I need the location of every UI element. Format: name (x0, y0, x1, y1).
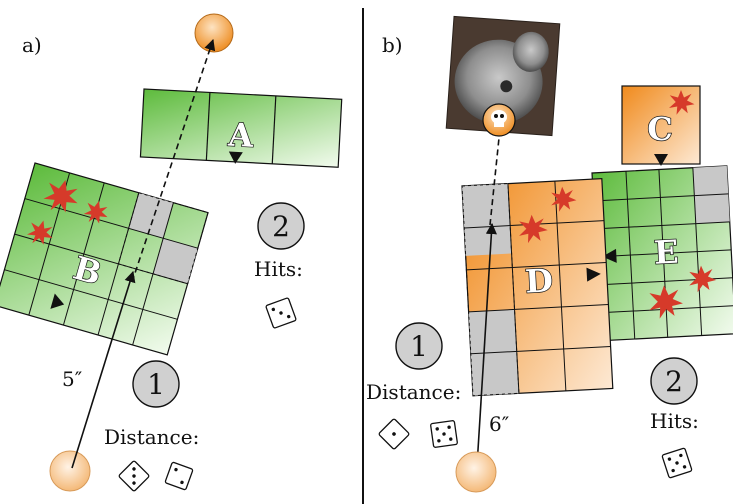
dice-icon (118, 460, 150, 492)
hit-marker-icon (26, 220, 53, 245)
facing-arrow-icon (602, 248, 617, 263)
model-token-icon (455, 451, 497, 493)
facing-arrow-icon (50, 293, 65, 309)
hits-label: Hits: (650, 409, 699, 433)
panel-b: b) C (366, 15, 733, 493)
panel-a: a) A (0, 13, 343, 492)
empty-slot (128, 192, 174, 239)
panel-a-label: a) (22, 33, 42, 57)
step-1-badge (395, 322, 443, 370)
distance-line (476, 222, 497, 467)
unit-a-formation: A (139, 88, 343, 168)
hit-marker-icon (43, 180, 78, 213)
step-2-number: 2 (665, 365, 683, 398)
unit-b-formation: B (0, 162, 209, 356)
dice-icon (164, 461, 194, 491)
empty-slot (153, 238, 198, 284)
model-token-icon (49, 450, 91, 492)
panel-b-label: b) (382, 33, 403, 57)
distance-label: Distance: (104, 425, 199, 449)
facing-arrow-icon (228, 151, 243, 164)
line-of-sight (131, 38, 216, 283)
hit-marker-icon (669, 90, 695, 115)
step-1-number: 1 (147, 368, 165, 401)
dice-icon (378, 418, 410, 450)
unit-a-label: A (226, 115, 255, 154)
hits-label: Hits: (254, 257, 303, 281)
distance-label: Distance: (366, 380, 461, 404)
step-2-badge (650, 357, 698, 405)
step-2-number: 2 (272, 210, 290, 243)
skull-icon (482, 103, 516, 137)
unit-c-label: C (647, 110, 672, 148)
facing-arrow-icon (586, 267, 601, 282)
distance-line (71, 270, 136, 469)
unit-d-label: D (524, 261, 554, 300)
unit-b-label: B (69, 249, 105, 293)
unit-d-formation: D (461, 178, 614, 397)
line-of-sight (489, 137, 500, 226)
dice-icon (661, 447, 693, 479)
step-1-number: 1 (410, 330, 428, 363)
unit-e-formation: E (591, 165, 733, 342)
empty-slot (462, 183, 512, 256)
step-2-badge (257, 202, 305, 250)
unit-c-formation: C (621, 85, 701, 166)
hit-marker-icon (689, 265, 717, 293)
dice-icon (430, 420, 458, 448)
hit-marker-icon (83, 200, 108, 224)
distance-value: 5″ (62, 367, 82, 391)
target-model-photo (445, 15, 561, 137)
facing-arrow-icon (654, 154, 668, 166)
dice-icon (265, 297, 297, 329)
step-1-badge (132, 360, 180, 408)
model-token-icon (194, 13, 234, 53)
unit-e-label: E (653, 233, 679, 272)
distance-value: 6″ (489, 412, 509, 436)
hit-marker-icon (519, 214, 548, 244)
hit-marker-icon (649, 285, 683, 319)
hit-marker-icon (551, 186, 577, 212)
